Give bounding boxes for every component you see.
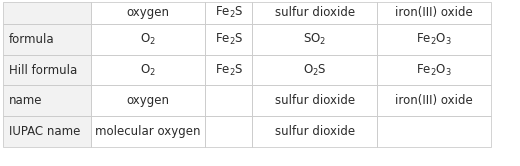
Bar bbox=[3, 24, 91, 55]
Bar bbox=[377, 2, 491, 24]
Text: name: name bbox=[9, 94, 42, 107]
Text: oxygen: oxygen bbox=[127, 6, 170, 19]
Bar bbox=[3, 2, 91, 24]
Bar bbox=[3, 116, 91, 147]
Text: Fe$_2$S: Fe$_2$S bbox=[215, 63, 243, 78]
Bar bbox=[205, 24, 252, 55]
Text: O$_2$: O$_2$ bbox=[140, 63, 156, 78]
Bar bbox=[3, 85, 91, 116]
Text: Hill formula: Hill formula bbox=[9, 64, 77, 77]
Bar bbox=[3, 55, 91, 85]
Text: molecular oxygen: molecular oxygen bbox=[96, 125, 201, 138]
Bar bbox=[3, 2, 91, 24]
Text: sulfur dioxide: sulfur dioxide bbox=[275, 125, 355, 138]
Bar bbox=[3, 116, 91, 147]
Text: SO$_2$: SO$_2$ bbox=[303, 32, 326, 47]
Text: iron(III) oxide: iron(III) oxide bbox=[395, 94, 473, 107]
Text: sulfur dioxide: sulfur dioxide bbox=[275, 6, 355, 19]
Bar bbox=[91, 2, 205, 24]
Text: formula: formula bbox=[9, 33, 55, 46]
Bar bbox=[91, 55, 205, 85]
Text: O$_2$S: O$_2$S bbox=[303, 63, 327, 78]
Bar bbox=[3, 24, 91, 55]
Bar bbox=[252, 55, 377, 85]
Bar bbox=[91, 24, 205, 55]
Bar bbox=[252, 85, 377, 116]
Bar bbox=[377, 116, 491, 147]
Bar bbox=[252, 2, 377, 24]
Text: Fe$_2$S: Fe$_2$S bbox=[215, 32, 243, 47]
Text: Fe$_2$O$_3$: Fe$_2$O$_3$ bbox=[417, 63, 452, 78]
Bar bbox=[3, 85, 91, 116]
Text: O$_2$: O$_2$ bbox=[140, 32, 156, 47]
Text: sulfur dioxide: sulfur dioxide bbox=[275, 94, 355, 107]
Text: oxygen: oxygen bbox=[127, 94, 170, 107]
Bar bbox=[91, 85, 205, 116]
Text: Fe$_2$O$_3$: Fe$_2$O$_3$ bbox=[417, 32, 452, 47]
Bar bbox=[205, 116, 252, 147]
Text: IUPAC name: IUPAC name bbox=[9, 125, 80, 138]
Bar bbox=[377, 24, 491, 55]
Bar bbox=[91, 116, 205, 147]
Bar bbox=[377, 85, 491, 116]
Bar bbox=[252, 24, 377, 55]
Bar bbox=[377, 55, 491, 85]
Text: Fe$_2$S: Fe$_2$S bbox=[215, 5, 243, 20]
Bar bbox=[205, 55, 252, 85]
Text: iron(III) oxide: iron(III) oxide bbox=[395, 6, 473, 19]
Bar bbox=[205, 2, 252, 24]
Bar bbox=[252, 116, 377, 147]
Bar bbox=[205, 85, 252, 116]
Bar bbox=[3, 55, 91, 85]
